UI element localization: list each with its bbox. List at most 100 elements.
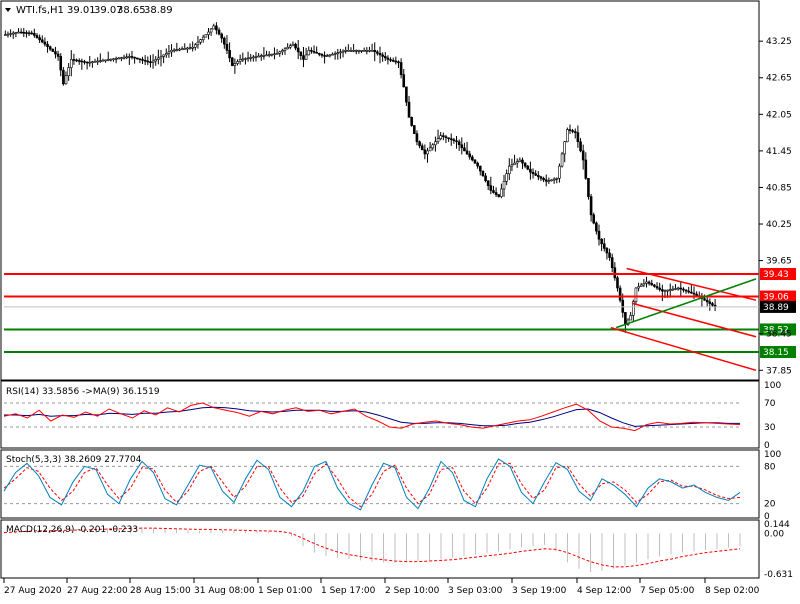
candle-body (618, 287, 622, 301)
candle-body (436, 138, 440, 143)
rsi-label: RSI(14) 33.5856 ->MA(9) 36.1519 (6, 387, 160, 397)
candle-body (267, 54, 271, 56)
candle-body (236, 61, 239, 64)
price-tick-label: 40.25 (766, 220, 792, 230)
candle-body (286, 46, 289, 50)
candle-body (587, 178, 590, 197)
candle-body (690, 291, 693, 294)
candle-body (85, 61, 89, 64)
candle-body (399, 62, 403, 75)
candle-body (621, 299, 625, 313)
candle-body (663, 290, 667, 292)
price-tick-label: 42.65 (766, 74, 792, 84)
candle-body (447, 137, 450, 139)
candle-body (513, 162, 516, 165)
candle-body (30, 32, 34, 35)
candle-body (410, 117, 413, 126)
ohlc-low: 38.65 (117, 5, 146, 16)
candle-body (373, 50, 377, 53)
candle-body (526, 165, 530, 170)
candle-body (333, 53, 337, 55)
level-label-box (760, 267, 796, 280)
candle-body (315, 52, 318, 54)
candle-body (312, 51, 316, 53)
candle-body (668, 289, 672, 291)
candle-body (365, 50, 369, 52)
candle-body (59, 56, 63, 71)
candle-body (687, 290, 691, 293)
time-tick-label: 3 Sep 03:00 (448, 586, 503, 596)
indicator-tick-label: -0.631 (764, 570, 793, 580)
level-label-box (760, 323, 796, 336)
candle-body (6, 33, 10, 36)
candle-body (331, 53, 334, 56)
candle-body (201, 36, 205, 40)
candle-body (626, 319, 630, 325)
candle-body (550, 179, 553, 182)
candle-body (552, 178, 556, 181)
stoch-panel[interactable] (0, 449, 760, 519)
candle-body (106, 59, 110, 61)
time-tick-label: 8 Sep 02:00 (705, 586, 760, 596)
price-tick-label: 42.05 (766, 110, 792, 120)
candle-body (325, 55, 329, 57)
candle-body (46, 43, 49, 47)
candle-body (244, 58, 247, 60)
price-tick-label: 37.85 (766, 366, 792, 376)
trendline[interactable] (615, 278, 757, 329)
candle-body (40, 39, 44, 43)
trendline[interactable] (610, 326, 757, 372)
candle-body (439, 135, 442, 139)
candle-body (241, 58, 245, 61)
candle-body (484, 175, 487, 182)
candle-body (281, 50, 284, 53)
indicator-tick-label: 0.00 (764, 529, 784, 539)
candle-body (93, 61, 97, 63)
candle-body (616, 277, 619, 289)
candle-body (25, 32, 28, 34)
candle-body (151, 60, 155, 63)
current-price-box (760, 300, 796, 313)
candle-body (573, 131, 577, 133)
candle-body (534, 173, 537, 176)
candle-body (563, 141, 567, 155)
candle-body (38, 37, 41, 41)
candle-body (283, 48, 287, 51)
candle-body (299, 51, 303, 56)
candle-body (62, 69, 65, 85)
candle-body (56, 53, 60, 57)
level-label: 38.52 (763, 325, 789, 335)
price-tick-label: 43.25 (766, 37, 792, 47)
candle-body (362, 50, 366, 52)
candle-body (544, 179, 548, 182)
indicator-tick-label: 20 (764, 500, 776, 510)
candle-body (579, 141, 582, 152)
candle-body (637, 286, 640, 289)
candle-body (114, 58, 118, 60)
candle-body (122, 56, 126, 59)
candle-body (135, 57, 139, 60)
candle-body (35, 35, 39, 38)
candle-body (307, 50, 311, 56)
trendline[interactable] (626, 267, 757, 301)
candle-body (682, 288, 685, 291)
macd-panel[interactable] (0, 519, 760, 579)
rsi-main-line (3, 402, 741, 432)
candle-body (468, 153, 472, 158)
price-panel[interactable] (0, 0, 760, 381)
ohlc-close: 38.89 (144, 5, 173, 16)
candle-body (318, 53, 321, 55)
candle-body (17, 31, 20, 34)
candle-body (172, 49, 176, 52)
candle-body (252, 56, 255, 59)
candle-body (368, 50, 371, 52)
dropdown-triangle-icon[interactable] (5, 8, 11, 12)
candle-body (146, 60, 150, 63)
trendline[interactable] (631, 302, 757, 338)
stoch-main-line (3, 458, 741, 511)
candle-body (302, 55, 305, 60)
candle-body (96, 60, 99, 63)
candle-body (692, 292, 696, 295)
candle-body (650, 283, 654, 286)
